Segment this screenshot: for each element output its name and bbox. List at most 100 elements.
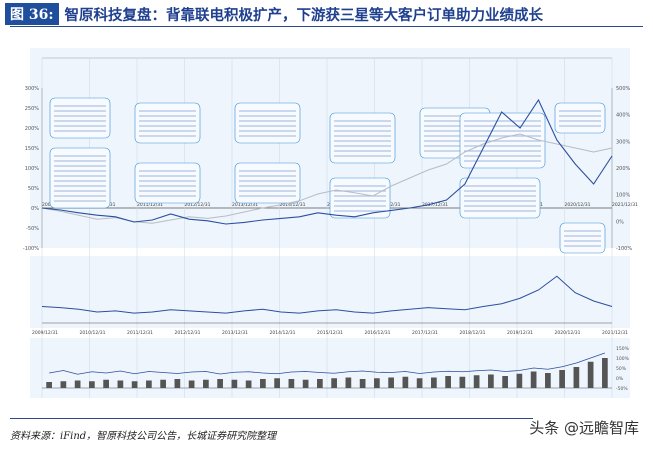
revenue-bar — [445, 376, 451, 388]
revenue-bar — [431, 377, 437, 388]
x-tick-label: 2011/12/31 — [137, 202, 163, 208]
revenue-right-tick: 150% — [616, 346, 630, 352]
figure-label: 图 36: — [5, 3, 59, 25]
annotation-box — [49, 147, 111, 209]
left-tick-label: -100% — [23, 246, 39, 252]
left-tick-label: 200% — [25, 126, 40, 132]
annotation-box — [49, 97, 111, 139]
x-tick-label: 2012/12/31 — [185, 202, 211, 208]
revenue-bar — [174, 379, 181, 388]
pe-x-tick-label: 2009/12/31 — [32, 330, 58, 336]
revenue-bar — [146, 380, 152, 388]
x-tick-label: 2013/12/31 — [232, 202, 258, 208]
yoy-line — [49, 352, 606, 375]
pe-x-tick-label: 2017/12/31 — [412, 330, 438, 336]
revenue-right-tick: -50% — [616, 386, 628, 392]
revenue-bar — [131, 381, 138, 388]
left-tick-label: 150% — [25, 146, 40, 152]
revenue-bar — [46, 382, 52, 388]
revenue-right-tick: 50% — [616, 366, 627, 372]
source-note: 资料来源：iFind，智原科技公司公告，长城证券研究院整理 — [10, 431, 277, 442]
pe-line — [41, 275, 613, 314]
revenue-bar — [602, 358, 608, 388]
revenue-bar — [103, 379, 109, 388]
right-tick-label: 100% — [616, 193, 631, 199]
revenue-bar — [245, 380, 252, 388]
x-tick-label: 2014/12/31 — [280, 202, 306, 208]
revenue-bar — [203, 379, 209, 388]
pe-x-tick-label: 2012/12/31 — [175, 330, 201, 336]
pe-x-tick-label: 2018/12/31 — [460, 330, 486, 336]
left-tick-label: -50% — [26, 226, 39, 232]
revenue-bar — [402, 376, 409, 388]
revenue-bar — [416, 378, 423, 388]
revenue-bar — [288, 379, 295, 388]
right-tick-label: 0% — [616, 219, 624, 225]
right-tick-label: 500% — [616, 86, 631, 92]
revenue-panel-bg — [30, 338, 630, 398]
revenue-bar — [260, 379, 266, 388]
pe-panel-bg — [30, 256, 630, 328]
pe-x-tick-label: 2014/12/31 — [270, 330, 296, 336]
figure-title: 智原科技复盘：背靠联电积极扩产，下游获三星等大客户订单助力业绩成长 — [64, 6, 544, 24]
figure-header: 图 36: 智原科技复盘：背靠联电积极扩产，下游获三星等大客户订单助力业绩成长 — [5, 3, 544, 25]
revenue-bar — [459, 376, 466, 388]
stock-line — [41, 98, 613, 225]
annotation-box — [134, 102, 201, 144]
revenue-bar — [516, 373, 523, 388]
revenue-right-tick: 0% — [616, 376, 624, 382]
revenue-bar — [89, 381, 95, 388]
pe-x-tick-label: 2015/12/31 — [317, 330, 343, 336]
annotation-box — [459, 177, 541, 219]
pe-x-tick-label: 2019/12/31 — [507, 330, 533, 336]
revenue-bar — [359, 379, 366, 388]
right-tick-label: 400% — [616, 113, 631, 119]
revenue-bar — [331, 378, 337, 388]
left-tick-label: 250% — [25, 106, 40, 112]
annotation-box — [134, 162, 201, 204]
left-tick-label: 100% — [25, 166, 40, 172]
revenue-bar — [559, 370, 565, 388]
left-tick-label: 50% — [28, 186, 39, 192]
pe-x-tick-label: 2010/12/31 — [80, 330, 106, 336]
annotation-box — [559, 222, 606, 254]
left-tick-label: 300% — [25, 86, 40, 92]
pe-x-tick-label: 2013/12/31 — [222, 330, 248, 336]
revenue-bar — [60, 381, 67, 388]
annotation-box — [329, 177, 391, 219]
annotation-box — [234, 162, 301, 204]
revenue-bar — [217, 379, 223, 388]
x-tick-label: 2017/12/31 — [422, 202, 448, 208]
revenue-bar — [545, 373, 551, 388]
chart-canvas: 300% 250% 200% 150% 100% 50% 0% -50% -100% 500% 40… — [23, 48, 638, 398]
revenue-bar — [573, 367, 580, 388]
x-tick-label: 2020/12/31 — [565, 202, 591, 208]
right-tick-label: -100% — [616, 246, 632, 252]
pe-x-tick-label: 2016/12/31 — [365, 330, 391, 336]
revenue-bar — [530, 371, 537, 388]
annotation-box — [234, 102, 301, 144]
revenue-bar — [317, 379, 323, 388]
revenue-bar — [160, 379, 166, 388]
header-divider — [10, 26, 643, 27]
revenue-bar — [388, 377, 394, 388]
revenue-bar — [587, 361, 594, 388]
pe-x-tick-label: 2020/12/31 — [555, 330, 581, 336]
revenue-bar — [345, 377, 352, 388]
revenue-bar — [473, 375, 480, 388]
revenue-bar — [302, 379, 309, 388]
annotation-box — [554, 102, 606, 134]
revenue-bar — [488, 374, 494, 388]
revenue-bar — [74, 380, 81, 388]
revenue-bar — [502, 376, 508, 388]
pe-x-tick-label: 2021/12/31 — [602, 330, 628, 336]
pe-x-tick-label: 2011/12/31 — [127, 330, 153, 336]
revenue-bar — [117, 380, 124, 388]
revenue-right-tick: 100% — [616, 356, 630, 362]
revenue-bar — [188, 380, 195, 388]
x-tick-label: 2021/12/31 — [612, 202, 638, 208]
watermark: 头条 @远瞻智库 — [529, 419, 639, 437]
revenue-bar — [274, 378, 280, 388]
revenue-bar — [374, 378, 380, 388]
left-tick-label: 0% — [31, 206, 39, 212]
